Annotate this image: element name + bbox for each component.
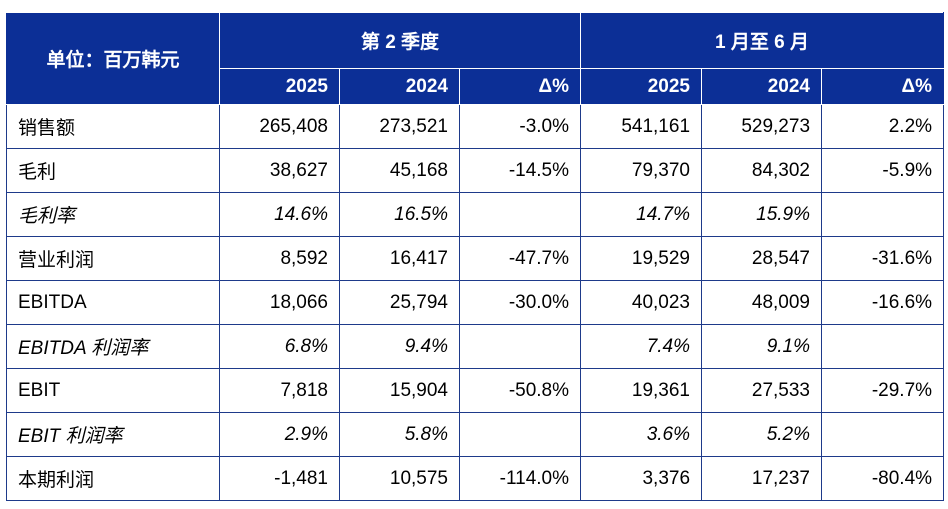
table-cell: -31.6%: [821, 236, 945, 281]
row-label: EBIT 利润率: [6, 412, 220, 457]
table-cell: 541,161: [580, 104, 703, 149]
row-label: 毛利: [6, 148, 220, 193]
table-cell: -80.4%: [821, 456, 945, 501]
table-cell: 18,066: [219, 280, 340, 325]
table-cell: 9.1%: [701, 324, 823, 369]
table-cell: 16,417: [339, 236, 460, 281]
table-row: 营业利润 8,592 16,417 -47.7% 19,529 28,547 -31.6%: [6, 236, 945, 281]
table-header: 单位：百万韩元 第 2 季度 1 月至 6 月 2025 2024 Δ% 202…: [6, 12, 945, 105]
table-cell: 2.2%: [821, 104, 945, 149]
row-label: 营业利润: [6, 236, 220, 281]
table-cell: [821, 324, 945, 369]
row-label: 本期利润: [6, 456, 220, 501]
financial-summary-table: 单位：百万韩元 第 2 季度 1 月至 6 月 2025 2024 Δ% 202…: [6, 12, 945, 501]
period-jan-jun: 1 月至 6 月: [580, 12, 945, 69]
period-q2: 第 2 季度: [218, 12, 582, 69]
table-cell: 19,361: [580, 368, 703, 413]
table-cell: 9.4%: [339, 324, 460, 369]
table-cell: [458, 192, 582, 237]
table-cell: 38,627: [219, 148, 340, 193]
col-header-h1-delta: Δ%: [821, 68, 945, 105]
table-cell: -1,481: [219, 456, 340, 501]
table-cell: [458, 412, 582, 457]
table-cell: 529,273: [701, 104, 823, 149]
table-cell: 16.5%: [339, 192, 460, 237]
table-cell: 3.6%: [580, 412, 703, 457]
table-row: EBITDA 18,066 25,794 -30.0% 40,023 48,009 -16.…: [6, 280, 945, 325]
table-cell: [821, 192, 945, 237]
table-cell: 265,408: [219, 104, 340, 149]
col-header-h1-2024: 2024: [701, 68, 823, 105]
table-cell: 5.2%: [701, 412, 823, 457]
row-label: EBITDA: [6, 280, 220, 325]
table-cell: 19,529: [580, 236, 703, 281]
table-cell: 25,794: [339, 280, 460, 325]
table-cell: -47.7%: [458, 236, 582, 281]
table-cell: 7,818: [219, 368, 340, 413]
table-cell: 15.9%: [701, 192, 823, 237]
row-label: 毛利率: [6, 192, 220, 237]
table-row: 毛利 38,627 45,168 -14.5% 79,370 84,302 -5.9%: [6, 148, 945, 193]
table-row: EBITDA 利润率 6.8% 9.4% 7.4% 9.1%: [6, 324, 945, 369]
table-cell: 273,521: [339, 104, 460, 149]
table-cell: 48,009: [701, 280, 823, 325]
row-label: EBIT: [6, 368, 220, 413]
table-cell: 79,370: [580, 148, 703, 193]
table-cell: -50.8%: [458, 368, 582, 413]
table-cell: -3.0%: [458, 104, 582, 149]
table-cell: 14.6%: [219, 192, 340, 237]
table-cell: -114.0%: [458, 456, 582, 501]
table-cell: 40,023: [580, 280, 703, 325]
table-cell: -16.6%: [821, 280, 945, 325]
table-row: EBIT 利润率 2.9% 5.8% 3.6% 5.2%: [6, 412, 945, 457]
table-cell: 5.8%: [339, 412, 460, 457]
table-cell: 28,547: [701, 236, 823, 281]
table-cell: [821, 412, 945, 457]
table-cell: 27,533: [701, 368, 823, 413]
table-cell: 6.8%: [219, 324, 340, 369]
col-header-q2-delta: Δ%: [458, 68, 582, 105]
table-cell: 15,904: [339, 368, 460, 413]
table-cell: -5.9%: [821, 148, 945, 193]
table-cell: 10,575: [339, 456, 460, 501]
table-body: 销售额 265,408 273,521 -3.0% 541,161 529,273 2.2%…: [6, 104, 945, 501]
table-cell: 3,376: [580, 456, 703, 501]
table-row: EBIT 7,818 15,904 -50.8% 19,361 27,533 -29.7%: [6, 368, 945, 413]
col-header-q2-2025: 2025: [219, 68, 340, 105]
col-header-q2-2024: 2024: [339, 68, 460, 105]
col-header-h1-2025: 2025: [580, 68, 703, 105]
table-cell: 45,168: [339, 148, 460, 193]
table-cell: 2.9%: [219, 412, 340, 457]
table-row: 本期利润 -1,481 10,575 -114.0% 3,376 17,237 -80.4%: [6, 456, 945, 501]
table-cell: 17,237: [701, 456, 823, 501]
table-cell: -14.5%: [458, 148, 582, 193]
row-label: EBITDA 利润率: [6, 324, 220, 369]
table-row: 销售额 265,408 273,521 -3.0% 541,161 529,273 2.2%: [6, 104, 945, 149]
table-cell: 8,592: [219, 236, 340, 281]
table-cell: 84,302: [701, 148, 823, 193]
table-cell: -30.0%: [458, 280, 582, 325]
table-cell: 7.4%: [580, 324, 703, 369]
table-cell: [458, 324, 582, 369]
header-row-columns: 2025 2024 Δ% 2025 2024 Δ%: [7, 68, 945, 105]
table-cell: -29.7%: [821, 368, 945, 413]
unit-label: 单位：百万韩元: [6, 12, 220, 105]
row-label: 销售额: [6, 104, 220, 149]
table-cell: 14.7%: [580, 192, 703, 237]
table-row: 毛利率 14.6% 16.5% 14.7% 15.9%: [6, 192, 945, 237]
header-row-periods: 单位：百万韩元 第 2 季度 1 月至 6 月: [6, 12, 945, 105]
